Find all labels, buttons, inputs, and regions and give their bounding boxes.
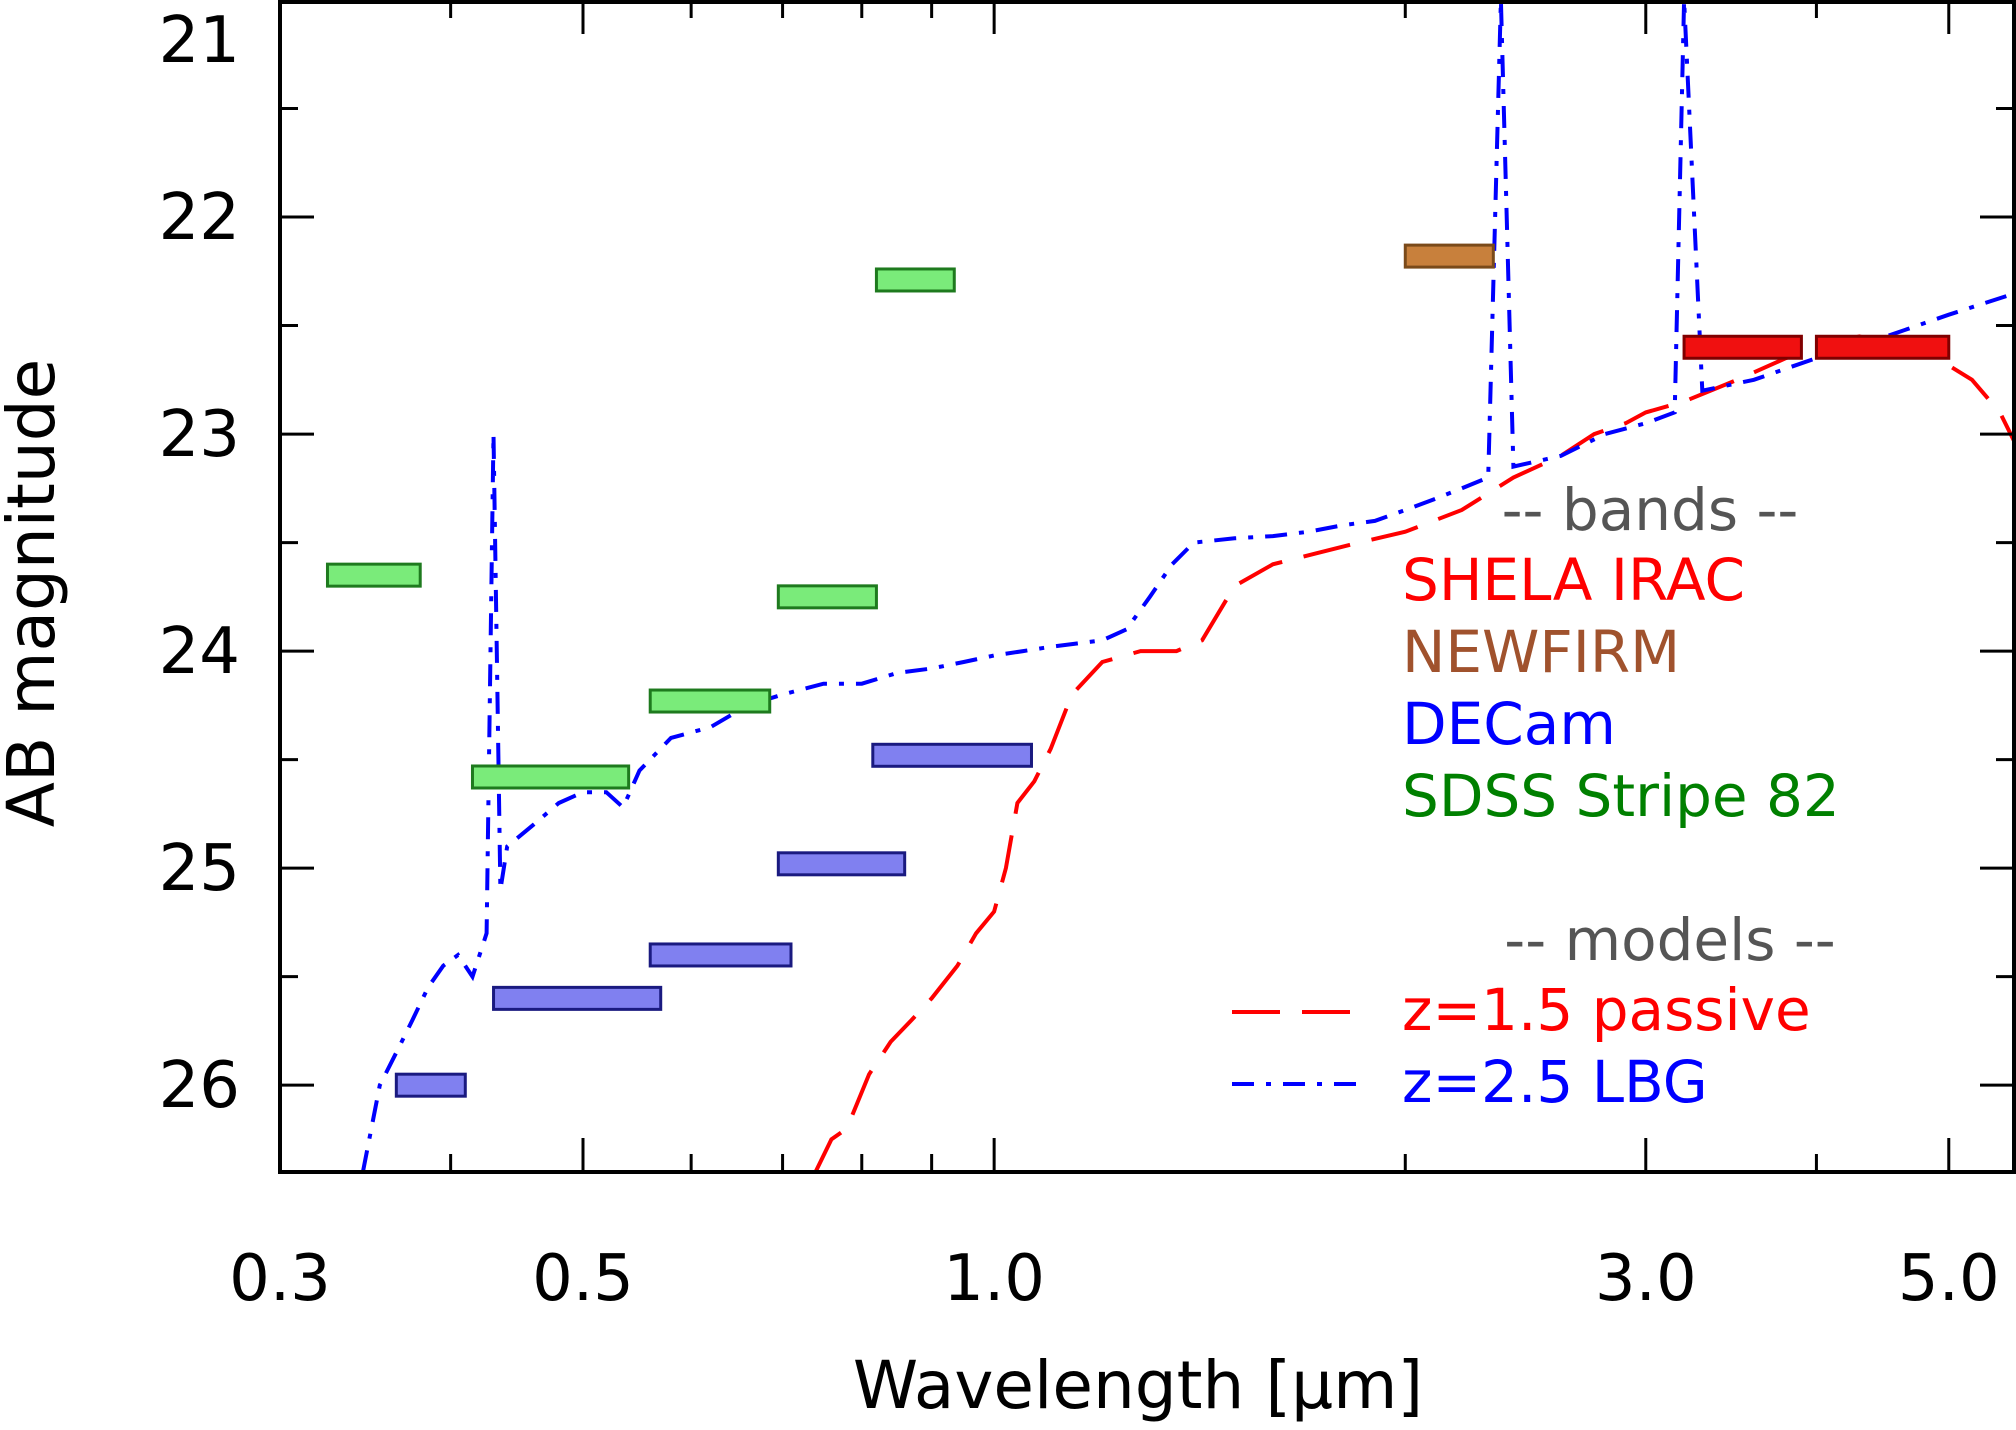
x-tick-label-1: 0.5 — [532, 1242, 634, 1316]
band-sdss-stripe-82-3 — [776, 584, 878, 610]
x-axis-title: Wavelength [μm] — [853, 1347, 1423, 1424]
legend-band-3: SDSS Stripe 82 — [1402, 762, 1840, 830]
x-tick-label-4: 5.0 — [1898, 1242, 2000, 1316]
band-decam-1 — [492, 985, 663, 1011]
y-axis-title: AB magnitude — [0, 359, 70, 827]
legend-model-0: z=1.5 passive — [1402, 976, 1811, 1044]
band-sdss-stripe-82-0 — [325, 562, 422, 588]
bands-layer — [325, 243, 1951, 1098]
y-tick-label-4: 25 — [159, 832, 240, 906]
band-shela-irac-1 — [1814, 334, 1951, 360]
legend-band-2: DECam — [1402, 690, 1616, 758]
legend-band-1: NEWFIRM — [1402, 618, 1680, 686]
x-tick-label-2: 1.0 — [943, 1242, 1045, 1316]
legend-models-header: -- models -- — [1504, 906, 1835, 974]
x-tick-label-0: 0.3 — [229, 1242, 331, 1316]
plot-frame — [278, 0, 2016, 1174]
band-sdss-stripe-82-2 — [648, 688, 772, 714]
y-tick-label-0: 21 — [159, 4, 240, 78]
series-line-0 — [813, 334, 2016, 1173]
y-tick-label-3: 24 — [159, 615, 240, 689]
legend-band-0: SHELA IRAC — [1402, 546, 1745, 614]
y-tick-label-1: 22 — [159, 181, 240, 255]
legend-model-1: z=2.5 LBG — [1402, 1048, 1708, 1116]
legend-bands-header: -- bands -- — [1502, 476, 1799, 544]
band-decam-4 — [871, 742, 1033, 768]
band-decam-2 — [648, 942, 793, 968]
band-decam-3 — [776, 851, 907, 877]
series-line-1 — [360, 0, 2016, 1173]
band-shela-irac-0 — [1682, 334, 1803, 360]
band-decam-0 — [394, 1072, 467, 1098]
x-tick-label-3: 3.0 — [1595, 1242, 1697, 1316]
y-tick-label-5: 26 — [159, 1049, 240, 1123]
series-layer — [360, 0, 2016, 1173]
band-sdss-stripe-82-1 — [470, 764, 631, 790]
band-sdss-stripe-82-4 — [874, 267, 956, 293]
band-newfirm-0 — [1403, 243, 1495, 269]
y-tick-label-2: 23 — [159, 398, 240, 472]
ticks-layer: 0.3 0.5 1.0 3.0 5.0 21 22 23 24 25 26 — [159, 0, 2014, 1316]
